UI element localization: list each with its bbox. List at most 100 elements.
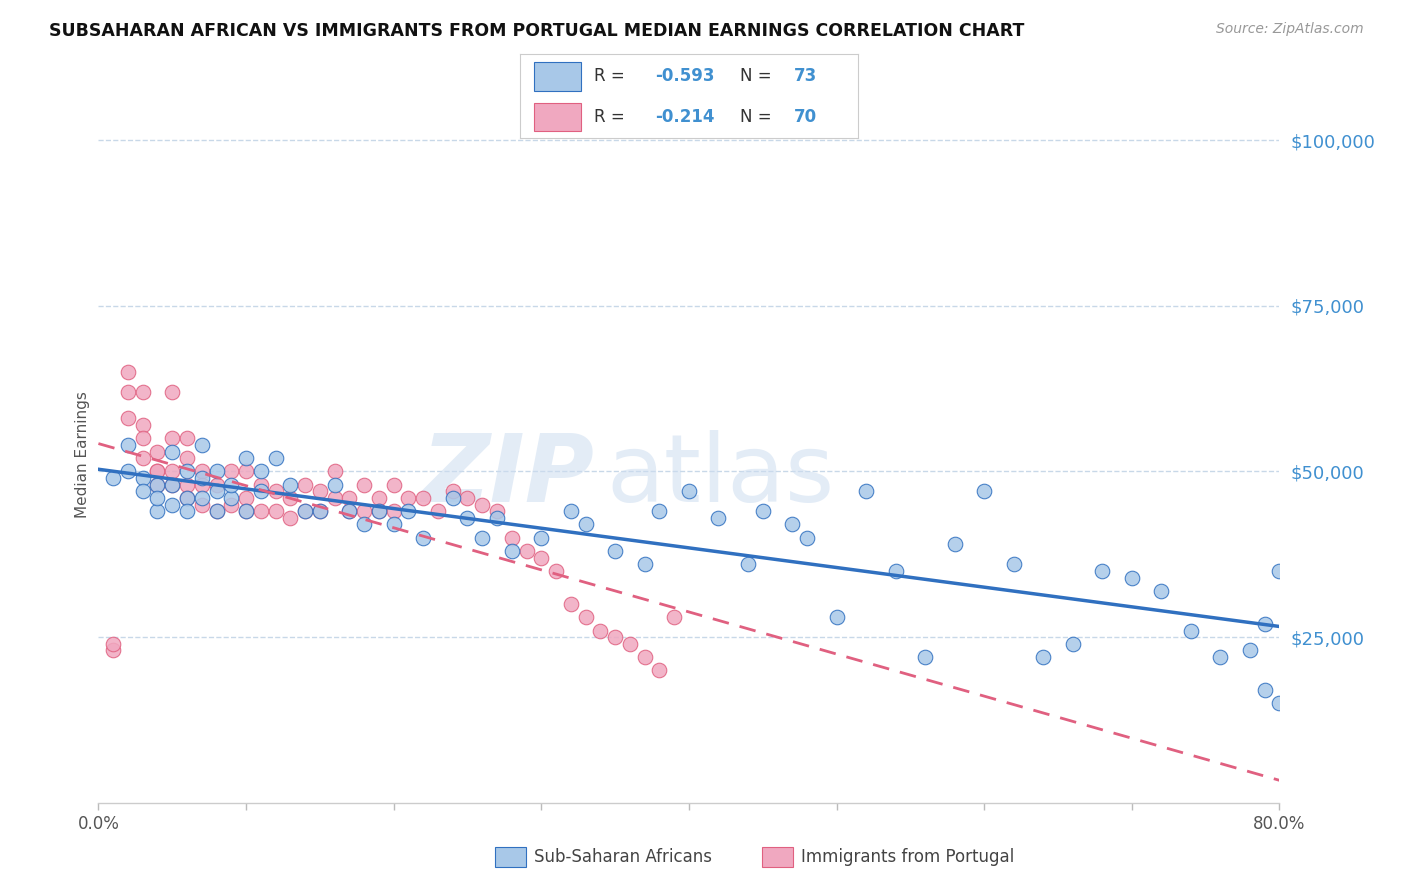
Point: [250, 484, 273, 499]
Point: [382, 517, 405, 532]
Point: [914, 650, 936, 665]
Point: [294, 477, 316, 491]
Point: [396, 491, 419, 505]
Point: [205, 465, 228, 479]
Point: [250, 504, 273, 518]
Point: [368, 504, 391, 518]
Point: [191, 471, 214, 485]
Point: [117, 411, 139, 425]
Point: [176, 431, 198, 445]
Point: [1239, 643, 1261, 657]
Point: [191, 477, 214, 491]
Point: [132, 384, 155, 399]
Point: [235, 504, 257, 518]
Point: [501, 531, 523, 545]
Point: [103, 471, 125, 485]
Text: 70: 70: [793, 108, 817, 126]
Point: [162, 498, 183, 512]
Point: [205, 484, 228, 499]
Point: [323, 477, 346, 491]
Point: [219, 498, 243, 512]
Point: [162, 444, 183, 458]
Point: [191, 498, 214, 512]
Point: [546, 564, 568, 578]
Point: [353, 504, 375, 518]
Point: [146, 491, 169, 505]
Point: [516, 544, 538, 558]
Point: [619, 637, 641, 651]
Point: [132, 484, 155, 499]
Point: [737, 558, 759, 572]
Point: [162, 431, 183, 445]
Y-axis label: Median Earnings: Median Earnings: [75, 392, 90, 518]
Text: -0.214: -0.214: [655, 108, 714, 126]
Point: [219, 491, 243, 505]
Point: [162, 465, 183, 479]
Point: [382, 504, 405, 518]
Point: [337, 504, 360, 518]
Point: [1002, 558, 1025, 572]
Point: [132, 431, 155, 445]
Point: [707, 511, 730, 525]
Point: [294, 504, 316, 518]
Point: [943, 537, 966, 551]
Point: [412, 531, 434, 545]
Point: [146, 477, 169, 491]
Point: [1150, 583, 1173, 598]
Point: [103, 637, 125, 651]
Point: [309, 484, 332, 499]
Point: [264, 504, 287, 518]
Point: [117, 438, 139, 452]
Point: [264, 484, 287, 499]
Point: [219, 465, 243, 479]
Point: [1254, 683, 1277, 698]
Point: [560, 504, 582, 518]
Point: [427, 504, 450, 518]
Point: [605, 544, 627, 558]
Point: [648, 504, 671, 518]
Point: [1209, 650, 1232, 665]
Point: [278, 491, 302, 505]
Point: [1091, 564, 1114, 578]
Point: [176, 465, 198, 479]
Point: [855, 484, 877, 499]
Point: [574, 610, 596, 624]
Point: [235, 465, 257, 479]
Point: [235, 451, 257, 466]
Point: [146, 444, 169, 458]
Point: [117, 365, 139, 379]
Point: [382, 477, 405, 491]
Text: ZIP: ZIP: [422, 430, 595, 522]
Point: [456, 511, 478, 525]
Point: [471, 531, 494, 545]
Text: R =: R =: [595, 108, 630, 126]
Point: [176, 477, 198, 491]
Point: [486, 511, 509, 525]
Point: [176, 504, 198, 518]
Point: [353, 517, 375, 532]
Point: [132, 451, 155, 466]
Text: -0.593: -0.593: [655, 68, 714, 86]
Point: [176, 451, 198, 466]
Point: [250, 477, 273, 491]
Point: [162, 384, 183, 399]
Point: [146, 477, 169, 491]
Point: [1121, 570, 1143, 584]
Text: 73: 73: [793, 68, 817, 86]
Text: N =: N =: [740, 108, 776, 126]
Point: [648, 663, 671, 677]
Point: [132, 418, 155, 433]
Point: [191, 465, 214, 479]
Point: [103, 643, 125, 657]
Point: [884, 564, 907, 578]
Point: [337, 504, 360, 518]
Text: SUBSAHARAN AFRICAN VS IMMIGRANTS FROM PORTUGAL MEDIAN EARNINGS CORRELATION CHART: SUBSAHARAN AFRICAN VS IMMIGRANTS FROM PO…: [49, 22, 1025, 40]
Point: [796, 531, 818, 545]
Text: Source: ZipAtlas.com: Source: ZipAtlas.com: [1216, 22, 1364, 37]
Point: [501, 544, 523, 558]
Point: [294, 504, 316, 518]
Point: [678, 484, 700, 499]
Point: [146, 465, 169, 479]
Point: [250, 465, 273, 479]
Point: [176, 491, 198, 505]
